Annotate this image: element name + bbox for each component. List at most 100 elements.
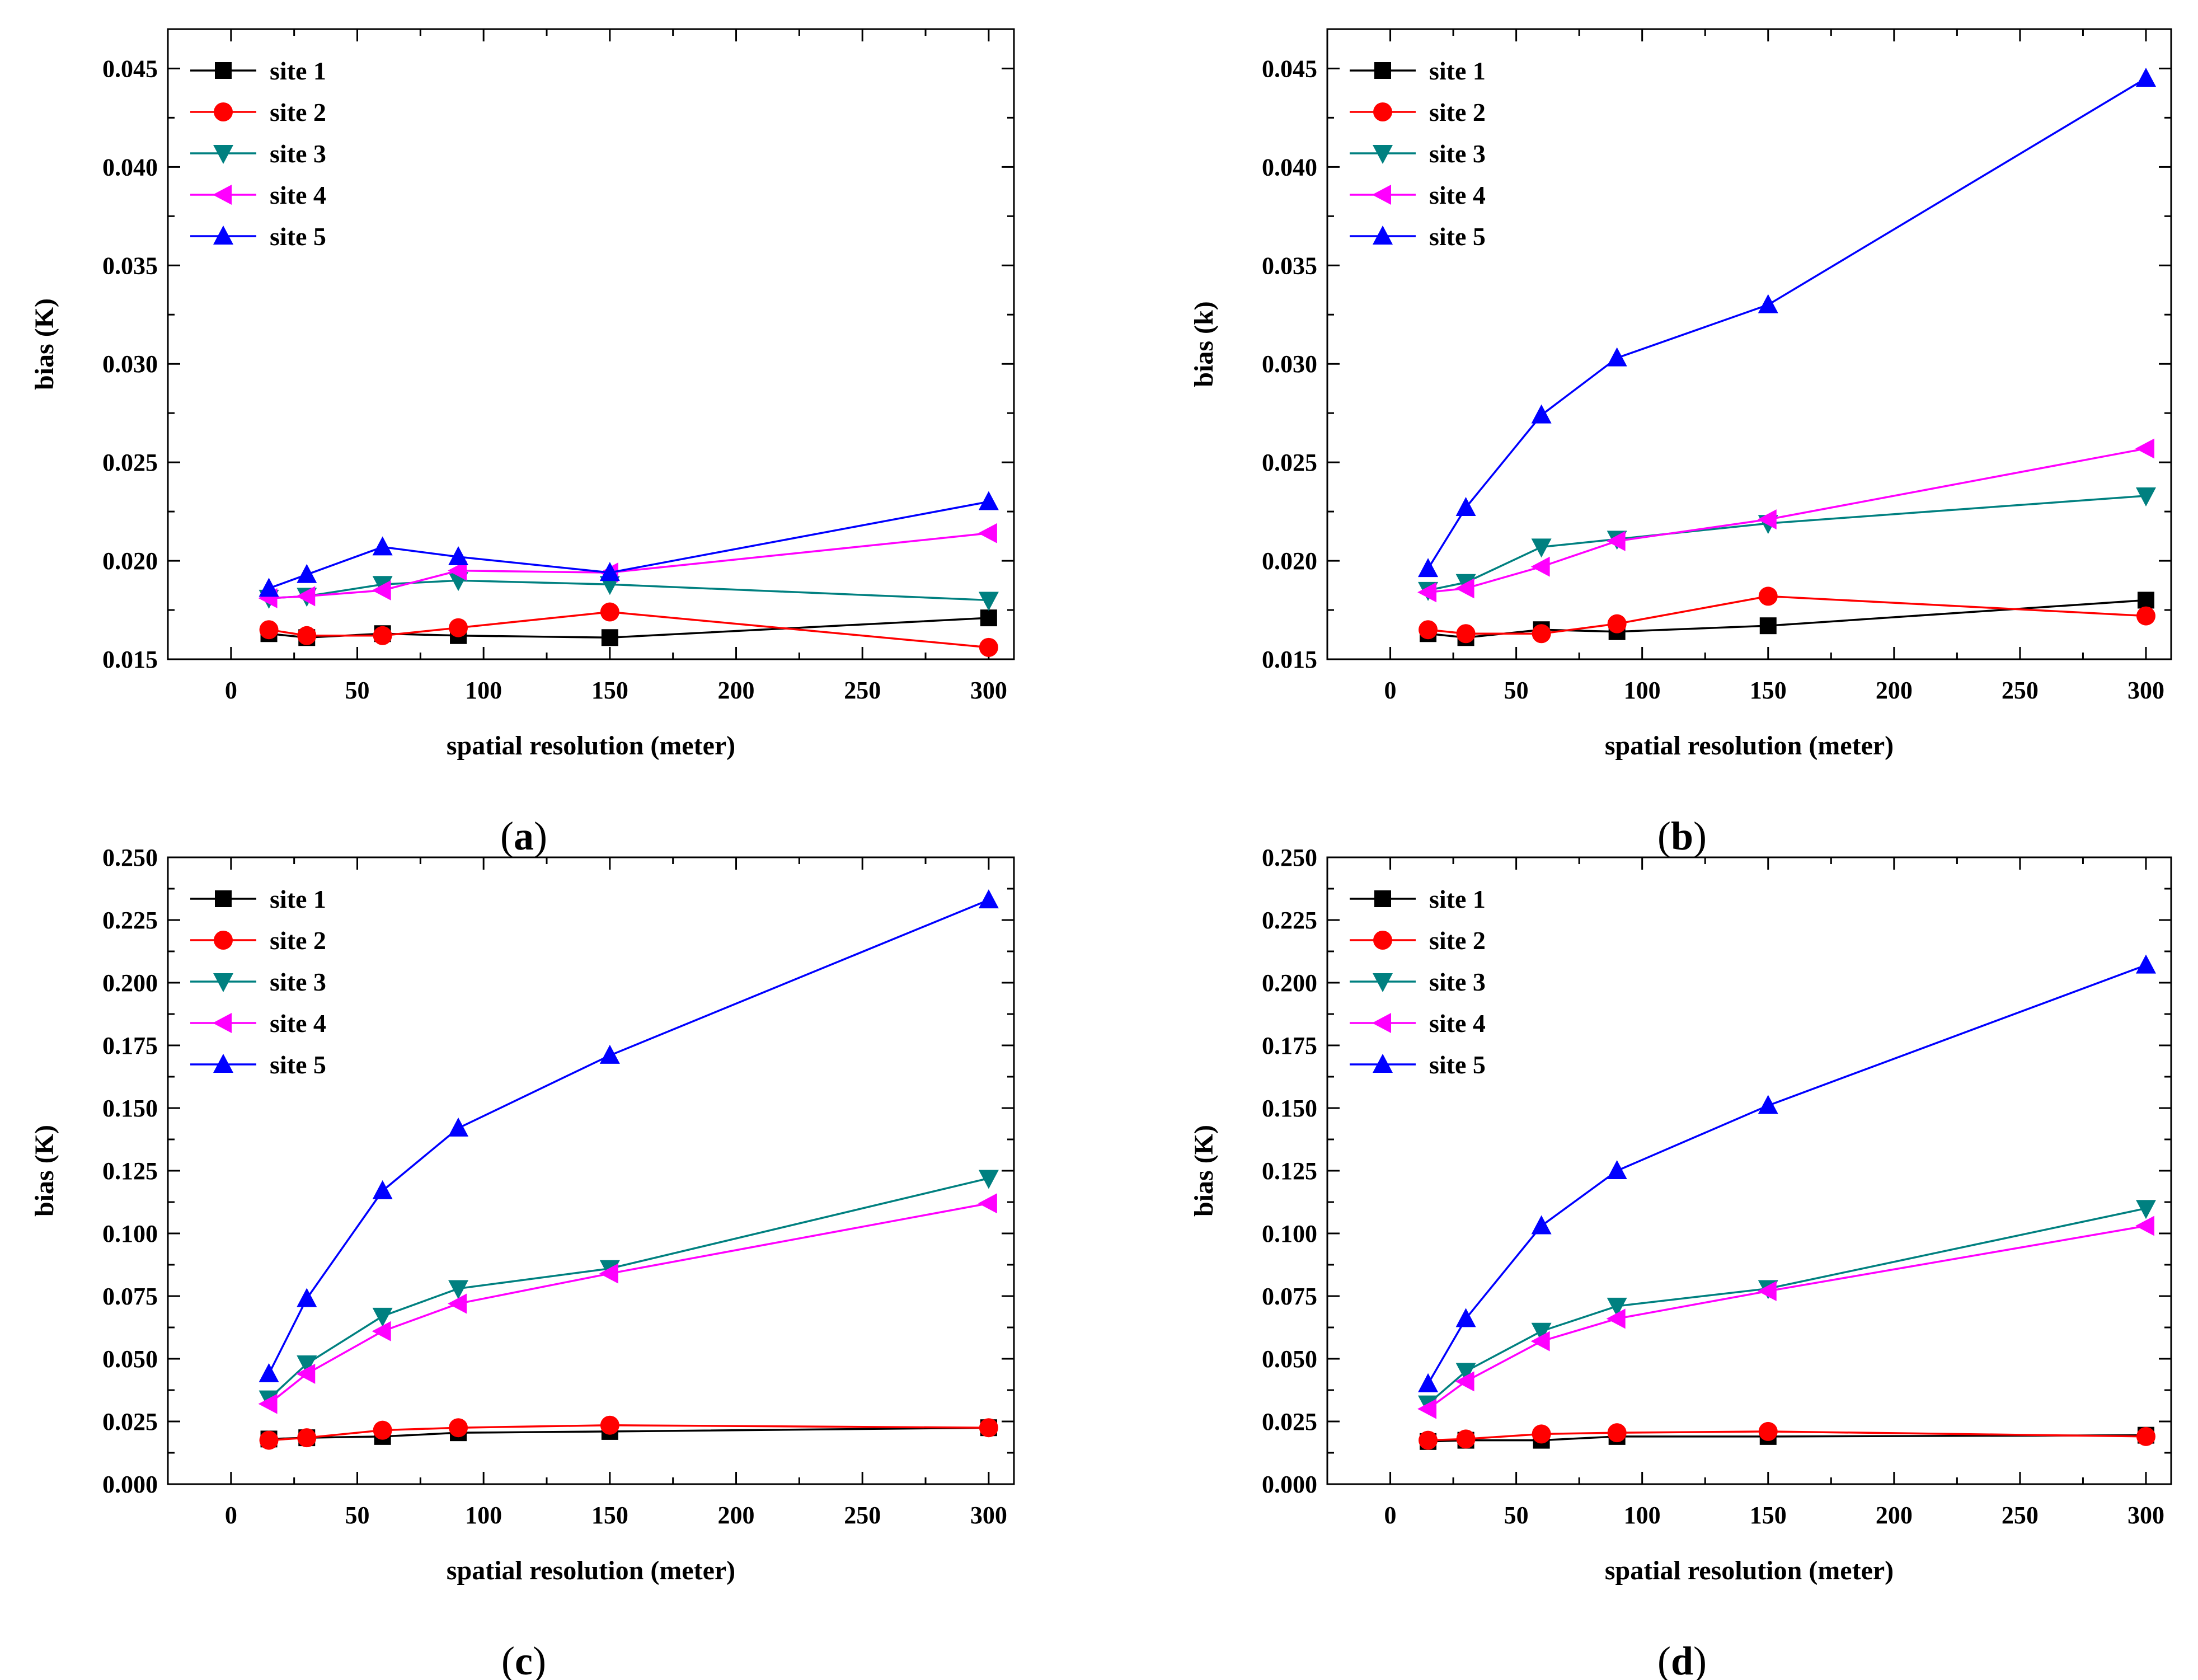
data-point-site-3 (2135, 1200, 2156, 1219)
data-point-site-2 (1419, 620, 1438, 640)
data-point-site-3 (448, 1280, 469, 1299)
x-tick-label: 250 (844, 1501, 881, 1529)
x-tick-label: 100 (465, 1501, 502, 1529)
data-point-site-5 (1758, 1095, 1778, 1114)
y-tick-label: 0.020 (1262, 547, 1317, 575)
legend-label: site 1 (1429, 57, 1486, 85)
data-point-site-5 (2135, 67, 2156, 87)
x-tick-label: 300 (2127, 1501, 2164, 1529)
y-tick-label: 0.025 (1262, 1408, 1317, 1435)
x-axis-title: spatial resolution (meter) (1605, 1556, 1894, 1585)
data-point-site-3 (372, 1307, 393, 1327)
data-point-site-4 (1455, 1371, 1474, 1392)
data-point-site-4 (258, 1393, 278, 1414)
legend-marker (213, 1013, 232, 1033)
data-point-site-5 (448, 546, 469, 566)
data-point-site-4 (599, 1263, 618, 1284)
x-tick-label: 0 (1384, 1501, 1397, 1529)
data-point-site-2 (1607, 1423, 1627, 1443)
data-point-site-4 (1530, 556, 1550, 577)
data-point-site-5 (372, 536, 393, 556)
data-point-site-1 (2137, 592, 2154, 609)
legend-label: site 5 (1429, 222, 1486, 251)
legend-marker (1373, 931, 1392, 950)
legend-label: site 3 (270, 968, 326, 996)
data-point-site-2 (1758, 1421, 1778, 1441)
y-tick-label: 0.025 (102, 1408, 158, 1435)
x-tick-label: 300 (970, 677, 1007, 704)
legend-marker (1372, 1013, 1391, 1033)
series-line-site-3 (1427, 495, 2147, 592)
data-point-site-2 (2136, 1426, 2155, 1446)
data-point-site-5 (259, 578, 279, 597)
x-axis-title: spatial resolution (meter) (447, 731, 735, 761)
data-point-site-5 (297, 1288, 317, 1307)
x-tick-label: 0 (225, 677, 237, 704)
data-point-site-4 (978, 1193, 997, 1214)
y-tick-label: 0.050 (102, 1345, 158, 1373)
legend-marker (213, 1054, 233, 1073)
data-point-site-5 (448, 1117, 469, 1137)
data-point-site-5 (2135, 954, 2156, 974)
data-point-site-4 (448, 1293, 467, 1314)
data-point-site-5 (297, 564, 317, 583)
series-line-site-5 (1427, 964, 2147, 1385)
y-tick-label: 0.150 (102, 1095, 158, 1122)
x-tick-label: 150 (1750, 1501, 1787, 1529)
legend-marker (214, 931, 233, 950)
data-point-site-4 (296, 586, 316, 607)
data-point-site-5 (1418, 558, 1439, 578)
legend-label: site 1 (270, 885, 326, 913)
data-point-site-3 (1455, 1363, 1476, 1382)
legend-marker (213, 973, 233, 992)
chart-panel-b: 0 50 100 150 200 250 300 0.015 0.020 0.025 0.030 0.… (1189, 28, 2172, 858)
series-line-site-5 (1427, 77, 2147, 570)
data-point-site-2 (979, 1418, 998, 1438)
data-point-site-5 (1607, 1160, 1627, 1179)
chart-panel-a: 0 50 100 150 200 250 300 0.015 0.020 0.025 0.030 0.… (30, 28, 1015, 858)
x-tick-label: 150 (1750, 677, 1787, 704)
legend-marker (1373, 1054, 1393, 1073)
data-point-site-2 (373, 626, 392, 645)
y-tick-label: 0.030 (102, 350, 158, 378)
data-point-site-4 (1455, 578, 1474, 599)
data-point-site-4 (1757, 1281, 1777, 1302)
data-point-site-4 (1417, 582, 1437, 603)
data-point-site-2 (979, 637, 998, 657)
data-point-site-4 (1757, 509, 1777, 530)
data-point-site-5 (259, 1363, 279, 1382)
x-tick-label: 300 (2127, 677, 2164, 704)
legend-label: site 2 (270, 926, 326, 955)
panel-label: (d) (1657, 1639, 1707, 1680)
x-tick-label: 50 (1504, 1501, 1529, 1529)
data-point-site-1 (980, 609, 997, 627)
y-tick-label: 0.225 (102, 907, 158, 934)
data-point-site-1 (601, 629, 618, 646)
y-axis-title: bias (K) (30, 298, 59, 390)
y-tick-label: 0.000 (1262, 1471, 1317, 1498)
legend-label: site 1 (1429, 885, 1486, 913)
data-point-site-5 (1418, 1373, 1439, 1392)
y-tick-label: 0.040 (1262, 153, 1317, 181)
data-point-site-5 (978, 491, 999, 510)
data-point-site-3 (297, 1355, 317, 1374)
legend-marker (213, 226, 233, 245)
data-point-site-2 (2136, 606, 2155, 626)
data-point-site-3 (2135, 487, 2156, 506)
data-point-site-5 (978, 889, 999, 909)
data-point-site-2 (1532, 1424, 1551, 1444)
data-point-site-3 (1607, 1297, 1627, 1317)
data-point-site-4 (1606, 1308, 1626, 1329)
data-point-site-3 (1531, 1322, 1552, 1342)
x-tick-label: 150 (591, 677, 628, 704)
y-tick-label: 0.035 (1262, 252, 1317, 279)
data-point-site-4 (2135, 438, 2154, 459)
x-tick-label: 250 (2002, 677, 2039, 704)
legend-marker (213, 185, 232, 205)
legend-marker (1374, 890, 1391, 907)
data-point-site-3 (978, 592, 999, 611)
data-point-site-5 (1455, 497, 1476, 517)
data-point-site-5 (1531, 404, 1552, 424)
x-tick-label: 250 (844, 677, 881, 704)
